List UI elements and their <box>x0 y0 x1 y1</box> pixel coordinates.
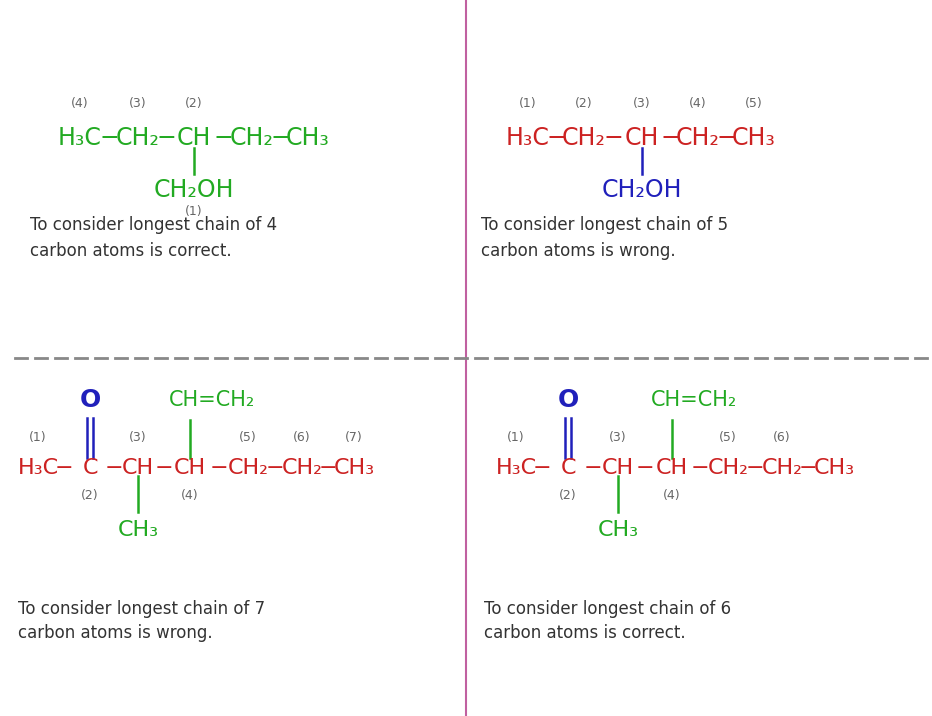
Text: −: − <box>746 458 764 478</box>
Text: −: − <box>691 458 709 478</box>
Text: −: − <box>660 126 679 150</box>
Text: (2): (2) <box>185 97 203 110</box>
Text: CH₂OH: CH₂OH <box>154 178 234 202</box>
Text: −: − <box>716 126 736 150</box>
Text: CH₃: CH₃ <box>597 520 638 540</box>
Text: (5): (5) <box>240 432 257 445</box>
Text: −: − <box>799 458 817 478</box>
Text: −: − <box>210 458 228 478</box>
Text: CH=CH₂: CH=CH₂ <box>651 390 737 410</box>
Text: −: − <box>266 458 284 478</box>
Text: CH: CH <box>602 458 634 478</box>
Text: −: − <box>270 126 290 150</box>
Text: H₃C: H₃C <box>58 126 102 150</box>
Text: CH₃: CH₃ <box>334 458 375 478</box>
Text: −: − <box>104 458 123 478</box>
Text: CH₂: CH₂ <box>281 458 322 478</box>
Text: (6): (6) <box>294 432 310 445</box>
Text: CH₃: CH₃ <box>732 126 776 150</box>
Text: −: − <box>636 458 654 478</box>
Text: H₃C: H₃C <box>506 126 550 150</box>
Text: (1): (1) <box>507 432 525 445</box>
Text: C: C <box>560 458 576 478</box>
Text: (7): (7) <box>345 432 363 445</box>
Text: (2): (2) <box>559 490 577 503</box>
Text: To consider longest chain of 5
carbon atoms is wrong.: To consider longest chain of 5 carbon at… <box>481 216 728 259</box>
Text: O: O <box>557 388 579 412</box>
Text: CH₃: CH₃ <box>117 520 158 540</box>
Text: CH₂: CH₂ <box>761 458 802 478</box>
Text: (1): (1) <box>519 97 537 110</box>
Text: (1): (1) <box>29 432 47 445</box>
Text: −: − <box>157 126 176 150</box>
Text: (3): (3) <box>610 432 627 445</box>
Text: (5): (5) <box>720 432 737 445</box>
Text: CH₂: CH₂ <box>230 126 274 150</box>
Text: CH₂: CH₂ <box>227 458 268 478</box>
Text: (4): (4) <box>689 97 706 110</box>
Text: −: − <box>55 458 74 478</box>
Text: CH=CH₂: CH=CH₂ <box>169 390 255 410</box>
Text: (2): (2) <box>81 490 99 503</box>
Text: −: − <box>319 458 337 478</box>
Text: (3): (3) <box>130 432 147 445</box>
Text: H₃C: H₃C <box>496 458 537 478</box>
Text: (3): (3) <box>633 97 651 110</box>
Text: −: − <box>603 126 623 150</box>
Text: (5): (5) <box>745 97 763 110</box>
Text: (4): (4) <box>664 490 680 503</box>
Text: −: − <box>213 126 233 150</box>
Text: CH: CH <box>177 126 212 150</box>
Text: O: O <box>79 388 101 412</box>
Text: −: − <box>155 458 173 478</box>
Text: To consider longest chain of 7
carbon atoms is wrong.: To consider longest chain of 7 carbon at… <box>18 599 265 642</box>
Text: CH₂OH: CH₂OH <box>602 178 682 202</box>
Text: (6): (6) <box>774 432 791 445</box>
Text: −: − <box>533 458 552 478</box>
Text: −: − <box>99 126 119 150</box>
Text: CH₂: CH₂ <box>676 126 720 150</box>
Text: C: C <box>82 458 98 478</box>
Text: To consider longest chain of 4
carbon atoms is correct.: To consider longest chain of 4 carbon at… <box>30 216 277 259</box>
Text: (1): (1) <box>185 205 203 218</box>
Text: CH₂: CH₂ <box>562 126 606 150</box>
Text: CH: CH <box>122 458 154 478</box>
Text: H₃C: H₃C <box>18 458 59 478</box>
Text: CH: CH <box>174 458 206 478</box>
Text: CH₂: CH₂ <box>116 126 160 150</box>
Text: CH₃: CH₃ <box>814 458 855 478</box>
Text: (4): (4) <box>181 490 199 503</box>
Text: −: − <box>583 458 602 478</box>
Text: (2): (2) <box>575 97 593 110</box>
Text: To consider longest chain of 6
carbon atoms is correct.: To consider longest chain of 6 carbon at… <box>484 599 731 642</box>
Text: CH₂: CH₂ <box>707 458 748 478</box>
Text: (3): (3) <box>130 97 147 110</box>
Text: CH₃: CH₃ <box>286 126 330 150</box>
Text: (4): (4) <box>71 97 89 110</box>
Text: −: − <box>546 126 566 150</box>
Text: CH: CH <box>656 458 688 478</box>
Text: CH: CH <box>624 126 659 150</box>
